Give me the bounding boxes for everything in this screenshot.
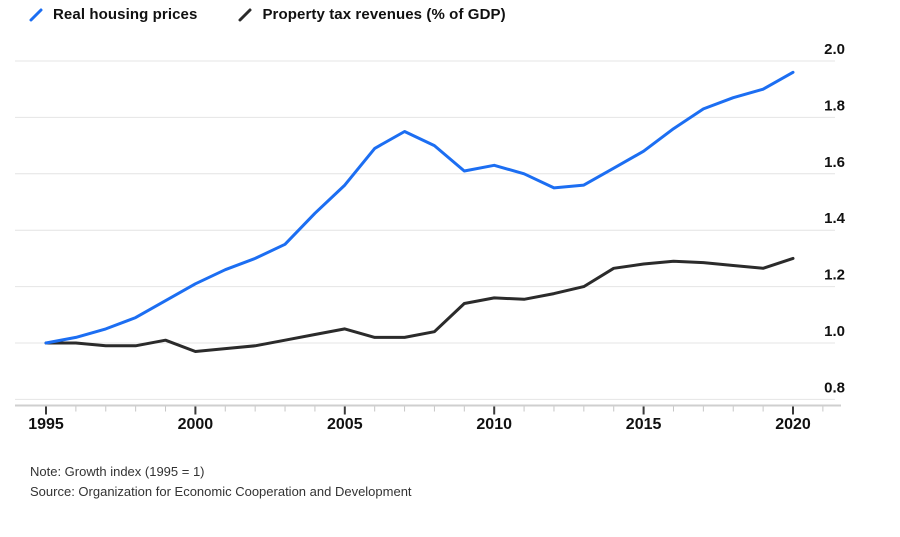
chart-legend: Real housing prices Property tax revenue… — [28, 6, 506, 23]
x-axis-tick-label: 2005 — [327, 416, 363, 433]
y-axis-tick-label: 2.0 — [824, 41, 845, 58]
x-axis-tick-label: 1995 — [28, 416, 64, 433]
y-axis-tick-label: 1.6 — [824, 154, 845, 171]
legend-label-property-tax-revenues: Property tax revenues (% of GDP) — [262, 6, 506, 23]
y-axis-tick-label: 1.4 — [824, 210, 846, 227]
y-axis-tick-label: 1.2 — [824, 267, 845, 284]
legend-item-real-housing-prices: Real housing prices — [28, 6, 197, 23]
legend-label-real-housing-prices: Real housing prices — [53, 6, 198, 23]
property-tax-revenues-of-gdp-line — [44, 256, 795, 353]
line-slash-icon-stroke — [238, 8, 252, 21]
line-slash-icon — [29, 8, 43, 21]
y-axis-tick-label: 0.8 — [824, 379, 845, 396]
line-chart-plot: 2.0 1.8 1.6 1.4 1.2 1.0 0.8 1995 2000 2005 2010 201… — [15, 41, 846, 433]
real-housing-prices-line — [44, 70, 795, 345]
legend-item-property-tax-revenues: Property tax revenues (% of GDP) — [237, 6, 506, 23]
y-axis-tick-label: 1.0 — [824, 323, 845, 340]
x-axis-tick-label: 2000 — [178, 416, 214, 433]
x-axis-tick-label: 2010 — [476, 416, 512, 433]
line-slash-icon — [238, 8, 252, 21]
chart-footer: Note: Growth index (1995 = 1) Source: Or… — [30, 462, 412, 502]
line-slash-icon-stroke — [29, 8, 43, 21]
chart-note: Note: Growth index (1995 = 1) — [30, 464, 205, 479]
x-axis-tick-label: 2015 — [626, 416, 662, 433]
chart-source: Source: Organization for Economic Cooper… — [30, 484, 412, 499]
x-axis-tick-label: 2020 — [775, 416, 811, 433]
y-axis-tick-label: 1.8 — [824, 97, 845, 114]
